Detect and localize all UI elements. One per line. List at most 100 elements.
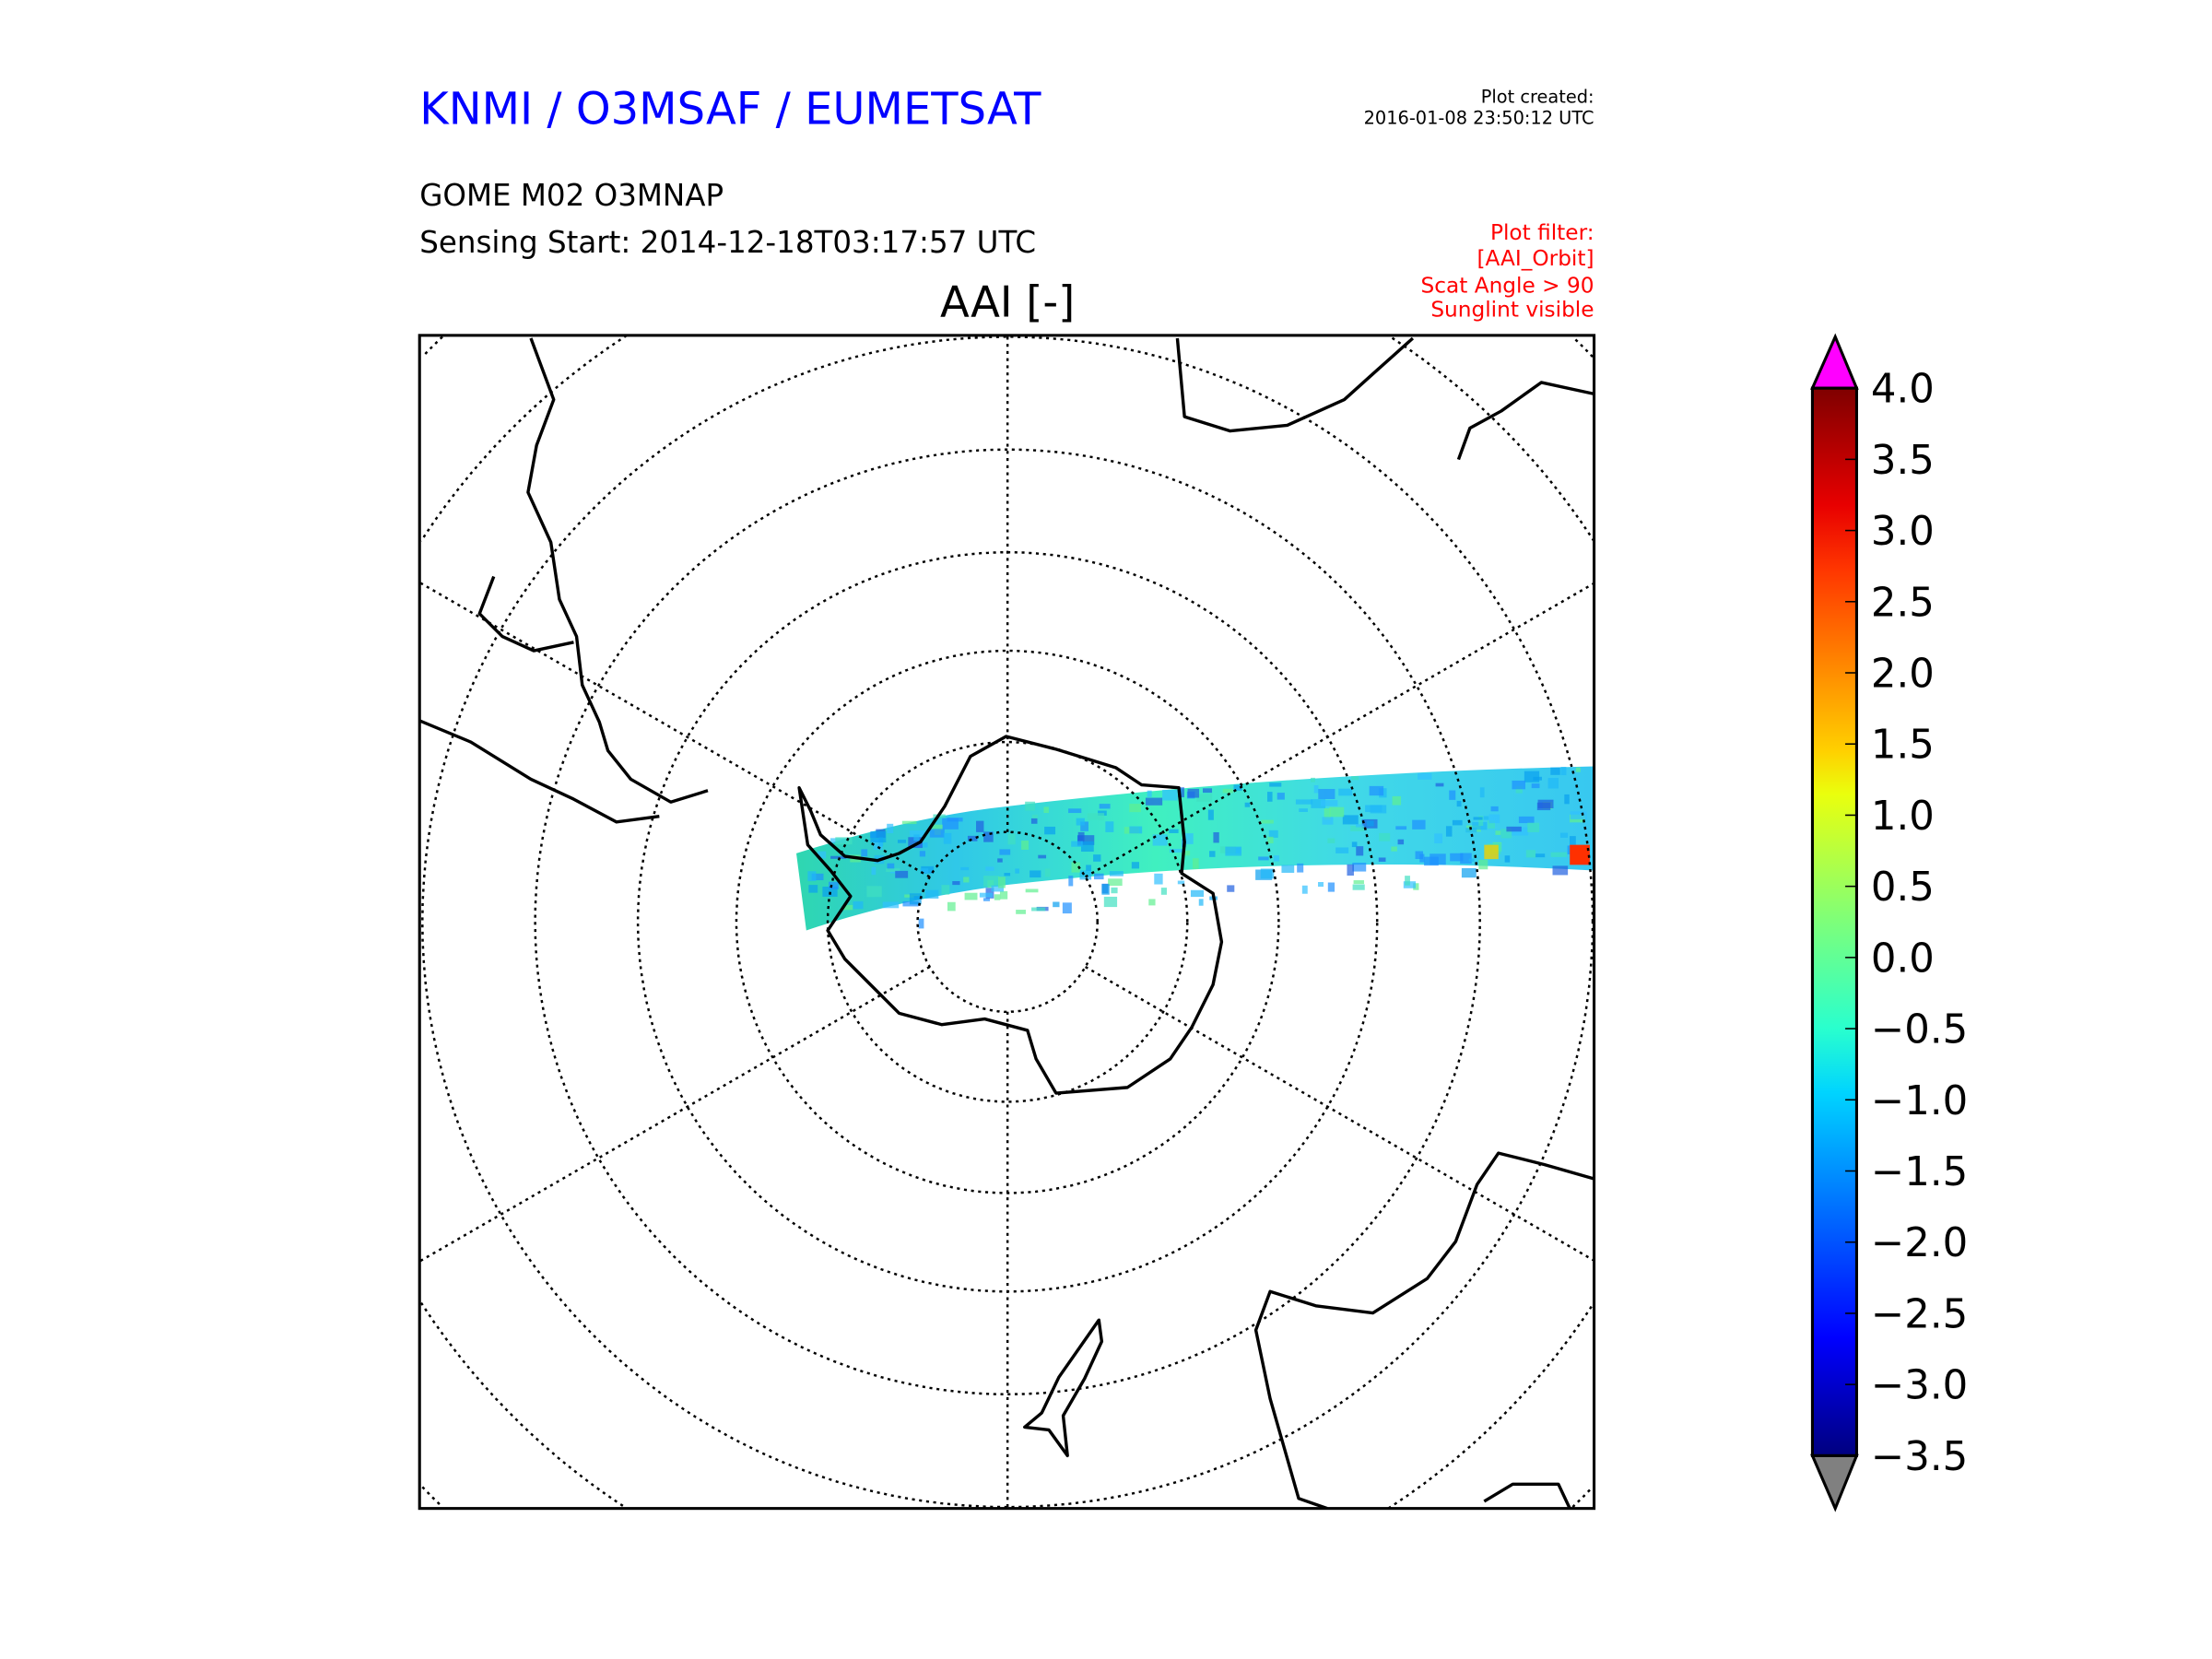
colorbar-tick-label: 3.5 [1871, 438, 1935, 484]
swath-pixel [1295, 799, 1313, 805]
swath-pixel [1415, 851, 1424, 860]
swath-pixel [1087, 813, 1105, 820]
swath-pixel [1068, 808, 1082, 814]
swath-pixel [1258, 856, 1269, 861]
swath-pixel [1160, 888, 1167, 895]
latitude-circle [826, 740, 1189, 1103]
swath-pixel [1044, 826, 1056, 835]
swath-pixel [1515, 785, 1523, 794]
swath-pixel [1413, 883, 1419, 890]
swath-pixel [1335, 847, 1349, 853]
swath-pixel [1213, 831, 1219, 843]
swath-pixel [897, 840, 907, 843]
colorbar: 4.0 3.5 3.0 2.5 2.0 1.5 1.0 0.5 0.0 −0.5 −1.0 −1.5 −… [1810, 333, 1968, 1512]
swath-pixel [882, 901, 900, 909]
swath-pixel [1313, 784, 1319, 794]
swath-pixel [1350, 826, 1365, 831]
swath-pixel [1506, 826, 1522, 832]
latitude-circle [421, 335, 1594, 1509]
colorbar-tick-label: 1.0 [1871, 794, 1935, 840]
colorbar-tick-label: −0.5 [1871, 1007, 1968, 1053]
colorbar-tick-label: −3.0 [1871, 1363, 1968, 1409]
swath-pixel [1311, 799, 1326, 808]
swath-pixel [947, 901, 956, 912]
swath-pixel [960, 866, 970, 871]
latitude-circle [636, 550, 1379, 1293]
swath-pixel [1105, 821, 1114, 832]
coast-south-america-south [419, 719, 660, 824]
swath-pixel [1169, 829, 1179, 833]
swath-pixel [886, 868, 900, 872]
latitude-circle [419, 1301, 628, 1509]
swath-pixel [1222, 788, 1233, 794]
filter-line: [AAI_Orbit] [1477, 246, 1594, 271]
map-title: AAI [-] [940, 277, 1075, 327]
swath-pixel [1456, 800, 1462, 807]
swath-pixel [808, 885, 818, 893]
latitude-circle [419, 335, 628, 542]
swath-pixel [1412, 819, 1426, 830]
latitude-circle [1387, 335, 1594, 542]
swath-pixel [807, 871, 817, 882]
swath-pixel [1198, 899, 1204, 906]
swath-pixel [1560, 767, 1567, 776]
swath-pixel [1131, 862, 1140, 869]
swath-pixel [963, 877, 970, 883]
swath-pixel [866, 886, 882, 898]
swath-pixel [1351, 776, 1359, 781]
swath-pixel [913, 834, 920, 841]
swath-pixel [1575, 767, 1581, 772]
colorbar-tick-label: 0.0 [1871, 935, 1935, 982]
map-area [419, 335, 1594, 1509]
swath-pixel [1478, 816, 1484, 826]
swath-pixel [929, 829, 945, 838]
swath-pixel [1449, 790, 1456, 800]
swath-pixel [1015, 868, 1020, 874]
swath-pixel [871, 866, 877, 876]
swath-pixel [1079, 870, 1092, 880]
coast-new-zealand [1023, 1318, 1104, 1458]
swath-pixel [841, 904, 853, 911]
swath-pixel [1536, 802, 1551, 811]
swath-pixel [1356, 846, 1364, 856]
swath-pixel [1405, 876, 1410, 886]
swath-pixel [943, 832, 952, 844]
swath-pixel [1183, 850, 1191, 856]
colorbar-tick-label: 0.5 [1871, 865, 1935, 911]
swath-pixel [1395, 826, 1407, 830]
swath-pixel [1267, 792, 1273, 802]
swath-pixel [873, 839, 883, 850]
colorbar-tick-label: 1.5 [1871, 723, 1935, 769]
product-name: GOME M02 O3MNAP [419, 178, 724, 213]
swath-pixel [1154, 873, 1163, 885]
swath-pixel [994, 894, 1001, 900]
filter-line: Plot filter: [1490, 220, 1594, 245]
swath-pixel [1445, 826, 1453, 837]
coastlines [419, 336, 1594, 1509]
swath-pixel [818, 851, 827, 859]
plot-created-label: Plot created: [1481, 86, 1594, 107]
swath-pixel [1564, 794, 1570, 805]
swath-pixel [1450, 853, 1464, 862]
swath-pixel [1559, 832, 1569, 838]
swath-high-aai-pixel [1484, 844, 1499, 860]
colorbar-tick-label: −1.5 [1871, 1149, 1968, 1195]
swath-pixel [1244, 802, 1251, 807]
coast-tasmania [1483, 1482, 1571, 1509]
swath-pixel [908, 837, 923, 849]
meridian-line [1085, 965, 1594, 1262]
swath-pixel [1322, 817, 1334, 825]
latitude-circle [1571, 1486, 1594, 1508]
swath-pixel [1269, 782, 1282, 787]
colorbar-tick-label: −3.5 [1871, 1434, 1968, 1480]
swath-pixel [1324, 808, 1331, 820]
swath-pixel [1227, 885, 1235, 892]
swath-pixel [983, 876, 1000, 888]
swath-pixel [1570, 836, 1576, 845]
swath-pixel [985, 866, 994, 871]
swath-pixel [1053, 901, 1060, 908]
coast-africa-east [1456, 381, 1594, 461]
swath-pixel [1321, 800, 1338, 806]
swath-pixel [1478, 859, 1488, 870]
swath-pixel [1182, 833, 1194, 844]
